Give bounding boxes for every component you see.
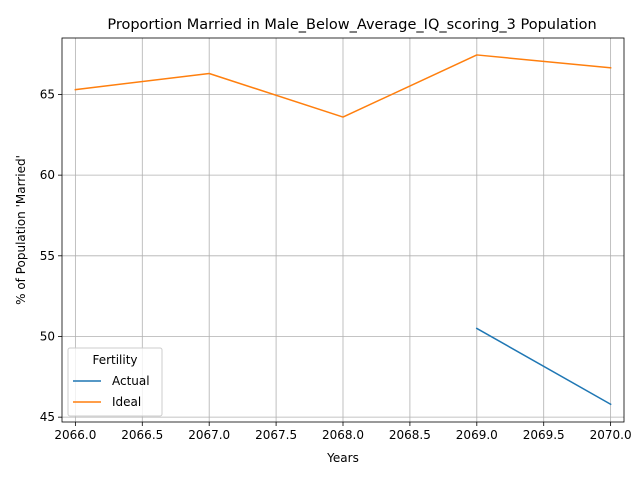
chart-title: Proportion Married in Male_Below_Average… [107,17,596,33]
y-axis-label: % of Population 'Married' [14,155,28,305]
x-tick-label: 2069.0 [456,428,498,442]
axis-ticks: 2066.0 2066.5 2067.0 2067.5 2068.0 2068.5 2069… [40,87,632,442]
y-tick-label: 60 [40,168,55,182]
series-line-actual [475,327,612,406]
series-line-ideal [74,54,612,118]
legend-box [67,347,163,417]
x-tick-label: 2067.5 [255,428,297,442]
x-tick-label: 2068.0 [322,428,364,442]
x-tick-label: 2067.0 [188,428,230,442]
y-tick-label: 65 [40,87,55,101]
legend-title: Fertility [92,353,137,367]
legend-entries: Actual Ideal [73,374,150,409]
legend-label-ideal: Ideal [112,395,141,409]
x-tick-label: 2068.5 [389,428,431,442]
x-tick-label: 2066.0 [54,428,96,442]
x-tick-label: 2066.5 [121,428,163,442]
y-tick-label: 45 [40,410,55,424]
legend: Fertility Actual Ideal [67,347,163,417]
x-axis-label: Years [326,451,359,465]
grid-lines [62,38,624,422]
x-tick-label: 2069.5 [523,428,565,442]
x-tick-label: 2070.0 [590,428,632,442]
y-tick-label: 50 [40,329,55,343]
y-tick-label: 55 [40,249,55,263]
legend-label-actual: Actual [112,374,150,388]
series-lines [74,54,612,406]
